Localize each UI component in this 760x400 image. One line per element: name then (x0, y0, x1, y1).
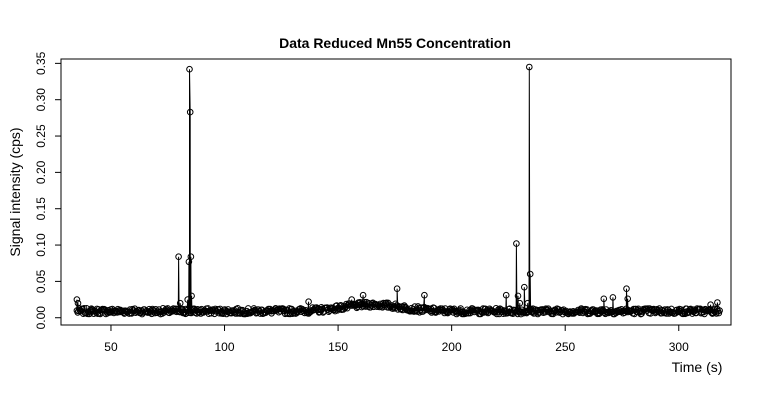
data-point (526, 63, 533, 71)
data-point (188, 292, 195, 300)
data-point (186, 65, 193, 73)
data-point (502, 291, 510, 299)
y-tick-label: 0.00 (34, 306, 48, 330)
data-point (624, 295, 632, 303)
x-axis: 50 100 150 200 250 300 (104, 325, 689, 354)
data-point (216, 309, 223, 317)
y-tick-label: 0.35 (34, 51, 48, 75)
data-point (524, 299, 532, 307)
x-tick-label: 150 (328, 340, 348, 354)
y-tick-label: 0.10 (34, 233, 48, 257)
data-point (513, 240, 520, 247)
data-point (359, 291, 367, 299)
data-point (126, 306, 134, 313)
data-point (609, 294, 617, 301)
data-point (421, 291, 428, 299)
y-tick-label: 0.20 (34, 160, 48, 184)
data-layer (73, 63, 723, 318)
data-point (393, 285, 401, 293)
data-point (305, 298, 312, 306)
data-point (184, 296, 191, 303)
x-tick-label: 300 (669, 340, 689, 354)
series-line (76, 66, 721, 316)
y-tick-label: 0.05 (34, 269, 48, 293)
data-point (504, 309, 512, 316)
y-tick-label: 0.15 (34, 197, 48, 221)
x-tick-label: 200 (442, 340, 462, 354)
data-point (702, 306, 710, 313)
data-point (73, 296, 81, 303)
data-point (521, 283, 528, 291)
y-axis-label: Signal intensity (cps) (7, 127, 23, 256)
data-point (187, 253, 195, 261)
plot-frame (60, 58, 732, 326)
x-tick-label: 100 (215, 340, 235, 354)
data-point (526, 270, 534, 278)
data-point (661, 306, 669, 313)
data-point (514, 292, 522, 300)
data-point (516, 299, 524, 307)
data-point (186, 108, 194, 116)
x-axis-label: Time (s) (672, 359, 723, 375)
data-point (714, 299, 721, 306)
y-axis: 0.00 0.05 0.10 0.15 0.20 0.25 0.30 0.35 (34, 51, 61, 329)
x-tick-label: 50 (104, 340, 118, 354)
data-point (480, 309, 488, 316)
y-tick-label: 0.30 (34, 88, 48, 112)
data-point (600, 295, 608, 303)
data-point (623, 285, 630, 293)
x-tick-label: 250 (555, 340, 575, 354)
data-point (716, 307, 723, 314)
y-tick-label: 0.25 (34, 124, 48, 148)
chart-title: Data Reduced Mn55 Concentration (279, 35, 511, 51)
data-point (175, 253, 182, 261)
